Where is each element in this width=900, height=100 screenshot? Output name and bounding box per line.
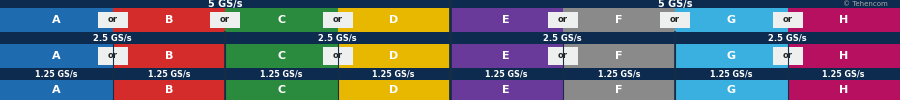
Text: 2.5 GS/s: 2.5 GS/s xyxy=(94,34,131,42)
Bar xyxy=(338,44,450,68)
Bar xyxy=(675,8,788,32)
Text: F: F xyxy=(615,85,623,95)
Text: A: A xyxy=(52,51,60,61)
Text: or: or xyxy=(332,52,343,60)
Bar xyxy=(450,68,900,80)
Bar xyxy=(112,80,225,100)
Bar xyxy=(225,8,338,32)
Text: B: B xyxy=(165,51,173,61)
Text: G: G xyxy=(726,15,736,25)
Text: F: F xyxy=(615,15,623,25)
Text: 2.5 GS/s: 2.5 GS/s xyxy=(319,34,356,42)
Text: or: or xyxy=(107,16,118,24)
Text: D: D xyxy=(389,85,399,95)
Text: 1.25 GS/s: 1.25 GS/s xyxy=(485,70,527,78)
Bar xyxy=(547,12,578,28)
Text: H: H xyxy=(839,85,849,95)
Bar xyxy=(562,8,675,32)
Text: E: E xyxy=(502,51,510,61)
Bar xyxy=(0,32,450,44)
Text: or: or xyxy=(557,52,568,60)
Text: H: H xyxy=(839,15,849,25)
Text: C: C xyxy=(277,85,285,95)
Bar xyxy=(112,44,225,68)
Bar xyxy=(97,12,128,28)
Bar xyxy=(322,12,353,28)
Bar xyxy=(788,80,900,100)
Bar xyxy=(0,0,450,8)
Bar xyxy=(338,8,450,32)
Text: D: D xyxy=(389,51,399,61)
Text: A: A xyxy=(52,85,60,95)
Bar xyxy=(338,80,450,100)
Text: or: or xyxy=(782,52,793,60)
Text: 1.25 GS/s: 1.25 GS/s xyxy=(35,70,77,78)
Bar xyxy=(450,0,900,8)
Bar xyxy=(0,68,450,80)
Bar xyxy=(450,80,562,100)
Bar xyxy=(322,47,353,65)
Text: or: or xyxy=(670,16,680,24)
Text: 1.25 GS/s: 1.25 GS/s xyxy=(148,70,190,78)
Text: G: G xyxy=(726,51,736,61)
Text: or: or xyxy=(332,16,343,24)
Bar xyxy=(225,44,338,68)
Text: or: or xyxy=(782,16,793,24)
Text: © Tehencom: © Tehencom xyxy=(843,1,888,7)
Text: or: or xyxy=(107,52,118,60)
Bar xyxy=(562,44,675,68)
Bar xyxy=(675,44,788,68)
Text: 1.25 GS/s: 1.25 GS/s xyxy=(823,70,865,78)
Bar xyxy=(547,47,578,65)
Text: E: E xyxy=(502,85,510,95)
Bar xyxy=(660,12,690,28)
Bar xyxy=(97,47,128,65)
Text: or: or xyxy=(220,16,230,24)
Bar xyxy=(772,47,803,65)
Bar xyxy=(450,32,900,44)
Text: 2.5 GS/s: 2.5 GS/s xyxy=(544,34,581,42)
Bar xyxy=(0,44,112,68)
Bar xyxy=(450,8,562,32)
Bar xyxy=(210,12,240,28)
Bar xyxy=(450,44,562,68)
Text: D: D xyxy=(389,15,399,25)
Text: E: E xyxy=(502,15,510,25)
Bar xyxy=(788,44,900,68)
Text: or: or xyxy=(557,16,568,24)
Text: 2.5 GS/s: 2.5 GS/s xyxy=(769,34,806,42)
Bar xyxy=(112,8,225,32)
Text: F: F xyxy=(615,51,623,61)
Bar xyxy=(788,8,900,32)
Text: 5 GS/s: 5 GS/s xyxy=(208,0,242,9)
Text: 1.25 GS/s: 1.25 GS/s xyxy=(260,70,302,78)
Bar xyxy=(0,80,112,100)
Text: 1.25 GS/s: 1.25 GS/s xyxy=(710,70,752,78)
Text: B: B xyxy=(165,85,173,95)
Bar xyxy=(0,8,112,32)
Bar xyxy=(675,80,788,100)
Text: H: H xyxy=(839,51,849,61)
Text: 1.25 GS/s: 1.25 GS/s xyxy=(373,70,415,78)
Text: G: G xyxy=(726,85,736,95)
Bar xyxy=(772,12,803,28)
Bar xyxy=(562,80,675,100)
Text: C: C xyxy=(277,51,285,61)
Text: 1.25 GS/s: 1.25 GS/s xyxy=(598,70,640,78)
Text: C: C xyxy=(277,15,285,25)
Text: A: A xyxy=(52,15,60,25)
Bar xyxy=(225,80,338,100)
Text: 5 GS/s: 5 GS/s xyxy=(658,0,692,9)
Text: B: B xyxy=(165,15,173,25)
